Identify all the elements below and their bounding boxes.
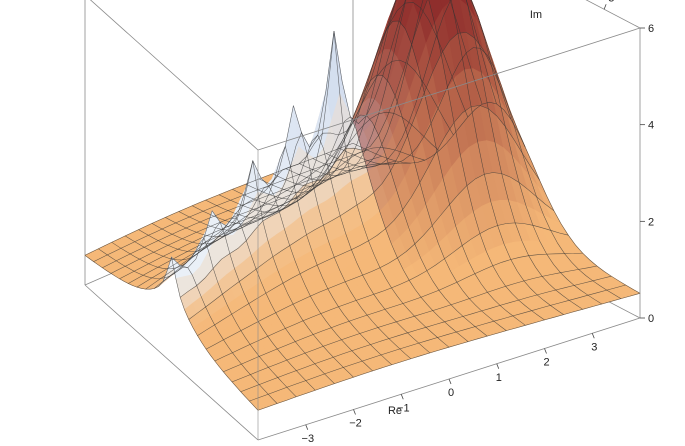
x-tick-label: −3 [302, 433, 315, 445]
mesh-line [299, 0, 564, 315]
z-tick-label: 2 [648, 216, 654, 228]
y-tick-label: −3 [602, 0, 615, 4]
x-tick-mark [400, 394, 404, 400]
box-edge [84, 284, 259, 441]
mesh-line [188, 32, 526, 320]
x-tick-label: −2 [349, 418, 362, 430]
z-tick-label: 4 [648, 120, 654, 132]
x-tick-label: −1 [397, 402, 410, 414]
x-tick-label: 0 [448, 387, 454, 399]
mesh-line [223, 252, 583, 373]
mesh-line [231, 265, 597, 383]
box-edge [257, 27, 641, 151]
y-axis-label: Im [530, 9, 542, 21]
mesh-line [240, 275, 612, 392]
box-edge [585, 0, 641, 29]
x-tick-mark [448, 378, 452, 385]
mesh-line [214, 222, 569, 362]
z-tick-label: 0 [648, 313, 654, 325]
mesh-line [352, 101, 641, 294]
z-tick-label: 6 [648, 23, 654, 35]
mesh-line [272, 20, 526, 326]
mesh-line [312, 0, 583, 310]
box-edge [89, 0, 259, 151]
mesh-line [232, 116, 469, 342]
mesh-line [326, 0, 602, 305]
x-tick-mark [496, 363, 500, 369]
x-tick-mark [305, 424, 309, 430]
x-tick-label: 3 [591, 341, 597, 353]
x-tick-label: 1 [496, 372, 502, 384]
mesh-line [249, 284, 626, 402]
surface-patch [411, 0, 416, 4]
mesh-line [339, 47, 622, 299]
x-axis-label: Re [388, 405, 402, 417]
x-tick-label: 2 [543, 357, 549, 369]
surface-mesh [84, 0, 641, 411]
mesh-line [197, 105, 540, 336]
x-tick-mark [544, 348, 547, 354]
mesh-line [259, 74, 507, 331]
x-tick-mark [591, 333, 595, 339]
mesh-line [205, 172, 555, 350]
mesh-line [285, 0, 545, 321]
mesh-line [171, 0, 497, 269]
x-tick-mark [353, 409, 356, 415]
mesh-line [257, 293, 641, 411]
mesh-line [180, 0, 512, 298]
y-tick-mark [603, 4, 607, 10]
